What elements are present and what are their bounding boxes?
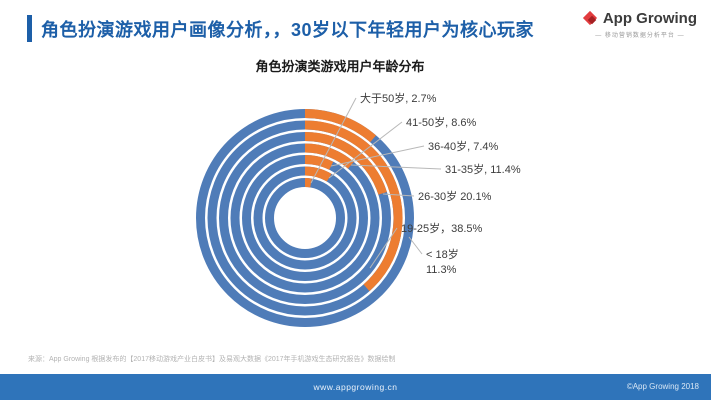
ring-label: 大于50岁, 2.7% xyxy=(360,93,437,105)
ring xyxy=(242,155,368,281)
leader-line xyxy=(330,145,425,167)
ring-label: 26-30岁 20.1% xyxy=(418,191,492,203)
ring-label: 31-35岁, 11.4% xyxy=(445,164,521,176)
chart-title: 角色扮演类游戏用户年龄分布 xyxy=(255,59,425,74)
leader-line xyxy=(369,227,398,269)
ring-bar xyxy=(304,178,312,188)
ring-label: < 18岁 11.3% xyxy=(426,249,459,276)
ring-bar xyxy=(304,155,334,170)
brand-logo: App Growing — 移动营销数据分析平台 — xyxy=(582,10,697,39)
footer-url: www.appgrowing.cn xyxy=(313,382,398,392)
ring-bar xyxy=(304,109,377,143)
title-accent-bar xyxy=(27,15,32,42)
leader-line xyxy=(350,164,442,170)
brand-tagline: — 移动营销数据分析平台 — xyxy=(595,33,685,39)
ring-bar xyxy=(304,132,387,195)
leader-line xyxy=(408,236,423,255)
ring-bar xyxy=(304,120,403,292)
leader-line xyxy=(382,193,415,197)
leader-line xyxy=(310,97,357,184)
ring-label: 41-50岁, 8.6% xyxy=(406,117,477,129)
ring-label: 19-25岁，38.5% xyxy=(401,223,483,235)
slide-header: 角色扮演游戏用户画像分析，，30岁以下年轻用户为核心玩家 xyxy=(27,15,534,42)
brand-name: App Growing xyxy=(602,10,697,27)
page-title: 角色扮演游戏用户画像分析，，30岁以下年轻用户为核心玩家 xyxy=(41,19,535,40)
leader-line xyxy=(328,121,403,179)
ring-label: 36-40岁, 7.4% xyxy=(428,141,499,153)
source-note: 来源：App Growing 根据发布的【2017移动游戏产业白皮书】及易观大数… xyxy=(28,356,396,363)
footer-bar: www.appgrowing.cn ©App Growing 2018 xyxy=(0,374,711,400)
ring-bar xyxy=(304,166,332,182)
ring xyxy=(265,178,345,258)
footer-copyright: ©App Growing 2018 xyxy=(626,382,699,391)
